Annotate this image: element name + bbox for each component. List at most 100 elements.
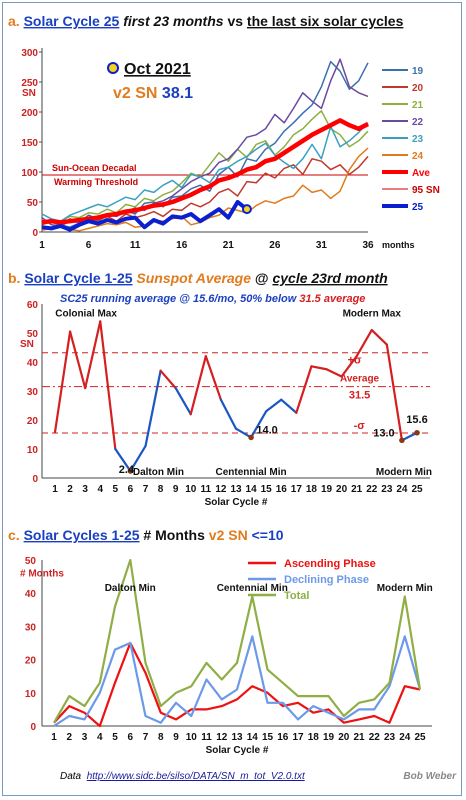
- panel-c-annotation: Centennial Min: [217, 583, 288, 594]
- panel-c-ytick: 20: [25, 656, 37, 667]
- panel-b-value-label: 2.4: [119, 464, 135, 476]
- panel-b-annotation: Colonial Max: [55, 309, 117, 320]
- panel-b-value-label: 13.0: [373, 427, 394, 439]
- panel-c-xtick: 21: [353, 732, 365, 743]
- panel-b-xlabel: Solar Cycle #: [205, 497, 268, 508]
- panel-b-ytick: 10: [27, 445, 39, 456]
- panel-c-xtick: 24: [399, 732, 411, 743]
- panel-b-subtitle-below: 50% below: [240, 293, 299, 305]
- panel-b-xtick: 20: [336, 484, 348, 495]
- panel-a-legend-label-Ave: Ave: [412, 168, 430, 179]
- panel-c-ytick: 30: [25, 622, 37, 633]
- panel-b-xtick: 22: [366, 484, 378, 495]
- panel-c: c. Solar Cycles 1-25 # Months v2 SN <=10…: [8, 527, 433, 756]
- panel-a-callout-label: v2 SN: [113, 85, 162, 102]
- panel-b-xtick: 12: [215, 484, 227, 495]
- panel-c-xtick: 22: [369, 732, 381, 743]
- panel-a-legend-label-threshold: 95 SN: [412, 185, 440, 196]
- panel-b-value-label: 14.0: [256, 424, 277, 436]
- panel-a-title-months: first 23 months: [119, 13, 223, 29]
- panel-b-segment: [249, 410, 268, 439]
- panel-c-xtick: 15: [262, 732, 274, 743]
- panel-c-xtick: 16: [277, 732, 289, 743]
- panel-c-legend-label: Declining Phase: [284, 574, 369, 586]
- panel-b-xtick: 21: [351, 484, 363, 495]
- panel-b-xtick: 18: [306, 484, 318, 495]
- panel-b-ytick: 40: [27, 358, 39, 369]
- panel-b-annotation: Modern Min: [376, 467, 432, 478]
- panel-a-xtick: 11: [130, 240, 141, 251]
- panel-b-minus-sigma: -σ: [354, 420, 366, 432]
- panel-c-title-months: # Months: [140, 527, 209, 543]
- panel-c-xtick: 14: [247, 732, 259, 743]
- panel-b-segment: [68, 330, 87, 390]
- panel-c-xtick: 10: [186, 732, 198, 743]
- panel-a-series-23: [41, 122, 369, 222]
- data-label: Data: [60, 771, 82, 782]
- panel-c-xtick: 1: [51, 732, 57, 743]
- panel-a-legend-label-22: 22: [412, 117, 424, 128]
- panel-c-xtick: 2: [66, 732, 72, 743]
- panel-b-segment: [84, 320, 102, 390]
- panel-a-xtick: 36: [362, 240, 374, 251]
- panel-b-segment: [129, 445, 147, 473]
- panel-c-title: c. Solar Cycles 1-25 # Months v2 SN <=10: [8, 527, 284, 543]
- panel-b-xtick: 2: [67, 484, 73, 495]
- panel-a-legend-label-23: 23: [412, 134, 424, 145]
- panel-b-point: [248, 434, 254, 441]
- panel-b-segment: [234, 427, 253, 439]
- panel-c-series-ascending-phase: [53, 641, 421, 728]
- panel-b-segment: [204, 355, 223, 401]
- panel-b-point: [414, 429, 420, 436]
- panel-c-ytick: 50: [25, 556, 37, 567]
- panel-c-ytick: 0: [30, 722, 36, 733]
- panel-a-series-21: [41, 110, 369, 225]
- panel-a-xtick: 21: [223, 240, 235, 251]
- panel-b-xtick: 19: [321, 484, 333, 495]
- panel-a-xtick: 16: [176, 240, 188, 251]
- panel-b-xtick: 6: [128, 484, 134, 495]
- panel-b-title-at: @: [251, 270, 272, 286]
- panel-c-xtick: 8: [158, 732, 164, 743]
- panel-c-series-declining-phase: [53, 635, 422, 727]
- panel-a-title-cycle: Solar Cycle 25: [24, 13, 120, 29]
- panel-b-annotation: Centennial Min: [216, 467, 287, 478]
- panel-a-series-25: [41, 200, 249, 232]
- panel-c-xtick: 13: [231, 732, 243, 743]
- panel-b-ylabel: SN: [20, 339, 34, 350]
- panel-b-segment: [159, 369, 177, 390]
- panel-c-annotation: Dalton Min: [105, 583, 156, 594]
- panel-c-legend-label: Ascending Phase: [284, 558, 376, 570]
- panel-b-segment: [340, 355, 358, 378]
- panel-b-xtick: 3: [82, 484, 88, 495]
- panel-a-legend-label-19: 19: [412, 66, 424, 77]
- panel-b-value-label: 15.6: [406, 414, 427, 426]
- panel-a-ytick: 250: [21, 78, 38, 89]
- panel-b-segment: [295, 365, 313, 414]
- panel-c-legend-label: Total: [284, 590, 309, 602]
- panel-b-segment: [280, 398, 298, 414]
- panel-b-xtick: 25: [411, 484, 423, 495]
- panel-a-xtick: 6: [86, 240, 92, 251]
- panel-b-subtitle-average: 31.5 average: [299, 293, 365, 305]
- author-name: Bob Weber: [403, 771, 456, 782]
- panel-a-xlabel: months: [382, 240, 415, 250]
- panel-b-point: [399, 437, 405, 444]
- panel-a-ytick: 150: [21, 138, 38, 149]
- panel-a-title-vs: vs: [224, 13, 247, 29]
- panel-c-xtick: 6: [127, 732, 133, 743]
- panel-c-xtick: 25: [414, 732, 426, 743]
- panel-c-xtick: 12: [216, 732, 228, 743]
- panel-a-legend-label-24: 24: [412, 151, 424, 162]
- panel-b-annotation: Dalton Min: [133, 467, 184, 478]
- panel-c-xtick: 11: [201, 732, 212, 743]
- panel-b-xtick: 7: [143, 484, 149, 495]
- panel-a-title: a. Solar Cycle 25 first 23 months vs the…: [8, 13, 404, 29]
- panel-a-ytick: 0: [32, 228, 38, 239]
- panel-b-segment: [174, 387, 192, 416]
- panel-b-segment: [325, 368, 343, 378]
- panel-a-legend-label-25: 25: [412, 202, 424, 213]
- panel-b-xtick: 15: [261, 484, 273, 495]
- data-source-link[interactable]: http://www.sidc.be/silso/DATA/SN_m_tot_V…: [86, 771, 305, 782]
